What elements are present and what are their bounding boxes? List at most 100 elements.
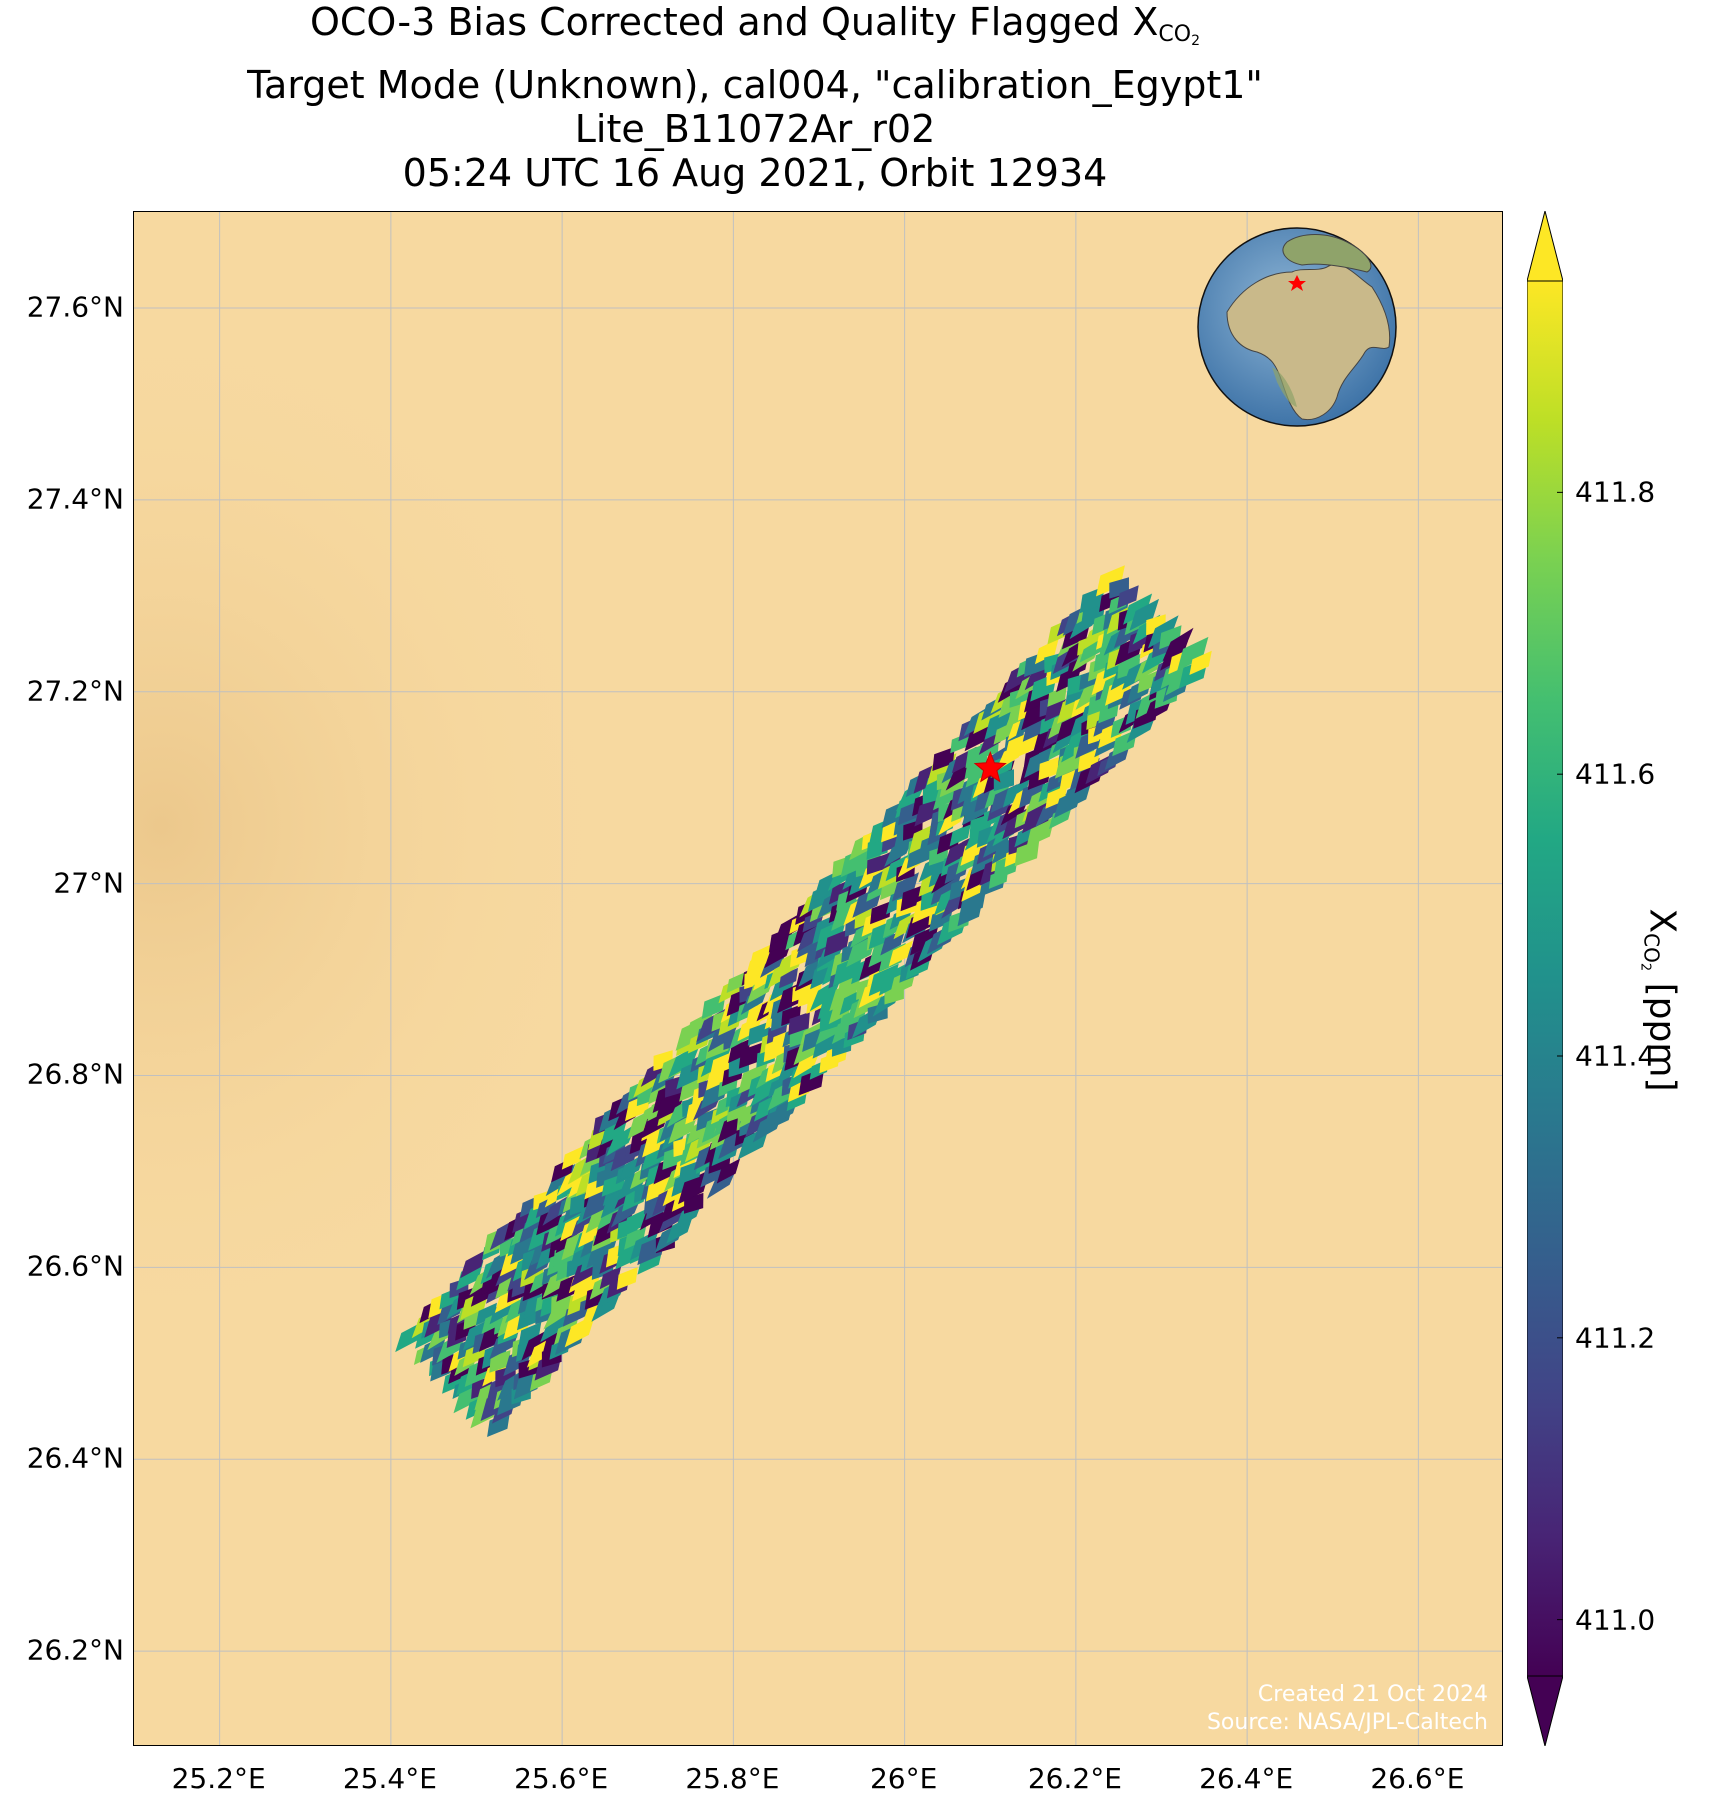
sounding-footprint: [1162, 627, 1194, 662]
sounding-footprint: [788, 1011, 810, 1036]
sounding-footprint: [993, 769, 1014, 792]
lon-tick-label: 26.2°E: [1027, 1762, 1122, 1795]
sounding-footprint: [1148, 615, 1179, 649]
created-date: Created 21 Oct 2024: [1257, 1682, 1488, 1707]
title-line-1: OCO-3 Bias Corrected and Quality Flagged…: [309, 0, 1201, 49]
sounding-footprint: [1137, 670, 1159, 694]
lon-tick-label: 25.8°E: [685, 1762, 780, 1795]
sounding-footprint: [766, 1021, 788, 1044]
sounding-footprint: [561, 1145, 584, 1170]
sounding-footprint: [1096, 565, 1125, 597]
colorbar-extend-top: [1527, 211, 1563, 282]
lat-tick-label: 27.2°N: [26, 674, 124, 708]
sounding-footprint: [696, 1108, 718, 1131]
sounding-footprint: [1117, 585, 1139, 609]
sounding-footprint: [1189, 650, 1212, 675]
sounding-footprint: [606, 1123, 637, 1157]
lat-tick-label: 26.2°N: [26, 1633, 124, 1667]
sounding-footprint: [716, 1158, 741, 1184]
target-star-marker: [973, 751, 1007, 783]
sounding-footprint: [668, 1043, 701, 1079]
sounding-footprint: [880, 876, 903, 901]
sounding-footprint: [1177, 636, 1209, 671]
sounding-footprint: [984, 707, 1015, 740]
data-source: Source: NASA/JPL-Caltech: [1206, 1710, 1488, 1735]
sounding-footprint: [930, 872, 962, 906]
sounding-footprint: [781, 1004, 801, 1026]
sounding-footprint: [1044, 698, 1066, 722]
sounding-footprint: [1022, 715, 1048, 742]
title-line-3: Lite_B11072Ar_r02: [574, 107, 936, 151]
sounding-footprint: [475, 1302, 497, 1326]
sounding-footprint: [910, 924, 939, 956]
colorbar-tick-label: 411.4: [1575, 1039, 1656, 1073]
sounding-footprint: [1123, 593, 1153, 625]
lon-tick-label: 26.6°E: [1370, 1762, 1465, 1795]
lat-tick-label: 27.4°N: [26, 482, 124, 516]
colorbar-tick-label: 411.2: [1575, 1321, 1656, 1355]
lat-tick-label: 27.6°N: [26, 290, 124, 324]
sounding-footprint: [1002, 778, 1030, 808]
colorbar-label: XCO2 [ppm]: [1637, 908, 1683, 1092]
sounding-footprint: [812, 1032, 837, 1059]
colorbar-tick-label: 411.0: [1575, 1603, 1656, 1637]
sounding-footprint: [749, 1073, 781, 1108]
lon-tick-label: 26.4°E: [1199, 1762, 1294, 1795]
title-line-4: 05:24 UTC 16 Aug 2021, Orbit 12934: [402, 151, 1108, 195]
sounding-footprint: [1026, 816, 1055, 848]
sounding-footprint: [487, 1412, 510, 1437]
sounding-footprint: [738, 1062, 768, 1095]
lon-tick-label: 25.4°E: [342, 1762, 437, 1795]
sounding-footprint: [1129, 598, 1159, 631]
sounding-footprint: [891, 872, 919, 902]
sounding-footprint: [1159, 625, 1182, 650]
sounding-footprint: [623, 1208, 649, 1236]
colorbar-extend-bottom: [1527, 1675, 1563, 1746]
sounding-footprint: [1014, 839, 1040, 867]
sounding-footprint: [840, 845, 870, 878]
sounding-footprint: [1080, 602, 1106, 630]
lon-tick-label: 25.6°E: [514, 1762, 609, 1795]
sounding-footprint: [540, 1307, 572, 1343]
globe-star-marker: [1288, 275, 1306, 291]
sounding-footprint: [728, 1038, 751, 1064]
chart-title: OCO-3 Bias Corrected and Quality Flagged…: [130, 0, 1380, 195]
lat-tick-label: 26.4°N: [26, 1441, 124, 1475]
sounding-footprint: [1045, 785, 1068, 809]
lon-tick-label: 26°E: [869, 1762, 938, 1795]
sounding-footprint: [616, 1267, 638, 1290]
sounding-footprint: [684, 1010, 714, 1042]
lat-tick-label: 26.6°N: [26, 1249, 124, 1283]
inset-globe: [1197, 227, 1397, 427]
sounding-footprint: [1034, 638, 1059, 665]
colorbar-body: [1527, 280, 1563, 1677]
sounding-footprint: [624, 1225, 647, 1250]
sounding-footprint: [564, 1314, 596, 1348]
sounding-footprint: [870, 901, 892, 925]
sounding-footprint: [1019, 779, 1046, 809]
sounding-footprint: [779, 967, 798, 989]
sounding-footprint: [518, 1322, 542, 1347]
colorbar: [1527, 211, 1563, 1746]
sounding-footprint: [460, 1249, 487, 1279]
sounding-footprint: [678, 1169, 710, 1205]
lon-tick-label: 25.2°E: [171, 1762, 266, 1795]
lat-tick-label: 27°N: [53, 866, 124, 900]
colorbar-tick-label: 411.8: [1575, 475, 1656, 509]
sounding-footprint: [463, 1309, 483, 1330]
sounding-footprint: [949, 823, 971, 847]
sounding-footprint: [888, 940, 913, 967]
sounding-footprint: [747, 1021, 771, 1046]
map-panel[interactable]: Created 21 Oct 2024 Source: NASA/JPL-Cal…: [133, 211, 1503, 1746]
lat-tick-label: 26.8°N: [26, 1057, 124, 1091]
sounding-footprint: [900, 884, 926, 912]
sounding-footprint: [655, 1088, 686, 1122]
sounding-footprint: [599, 1265, 622, 1290]
sounding-footprint: [959, 888, 987, 918]
colorbar-tick-label: 411.6: [1575, 757, 1656, 791]
sounding-footprint: [1047, 686, 1067, 707]
sounding-footprint: [1077, 748, 1100, 773]
sounding-footprint: [1038, 756, 1061, 781]
map-credit: Created 21 Oct 2024 Source: NASA/JPL-Cal…: [1207, 1681, 1488, 1737]
map-canvas[interactable]: [134, 212, 1503, 1746]
